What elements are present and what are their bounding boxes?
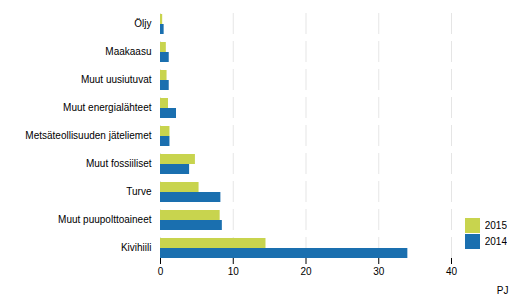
svg-text:Metsäteollisuuden jäteliemet: Metsäteollisuuden jäteliemet bbox=[25, 130, 151, 141]
svg-text:Muut energialähteet: Muut energialähteet bbox=[63, 102, 152, 113]
svg-text:20: 20 bbox=[300, 266, 312, 277]
svg-text:30: 30 bbox=[373, 266, 385, 277]
html-text:2015: 2015 bbox=[484, 220, 507, 231]
svg-text:0: 0 bbox=[158, 266, 164, 277]
svg-text:40: 40 bbox=[446, 266, 458, 277]
svg-text:Maakaasu: Maakaasu bbox=[105, 46, 151, 57]
svg-text:10: 10 bbox=[228, 266, 240, 277]
svg-text:Muut uusiutuvat: Muut uusiutuvat bbox=[81, 74, 152, 85]
svg-text:Kivihiili: Kivihiili bbox=[121, 242, 152, 253]
svg-text:PJ: PJ bbox=[497, 285, 509, 296]
svg-text:Muut puupolttoaineet: Muut puupolttoaineet bbox=[58, 214, 152, 225]
svg-text:Turve: Turve bbox=[126, 186, 152, 197]
svg-text:Öljy: Öljy bbox=[134, 18, 151, 29]
html-text:2014: 2014 bbox=[484, 236, 507, 247]
svg-text:Muut fossiiliset: Muut fossiiliset bbox=[86, 158, 152, 169]
